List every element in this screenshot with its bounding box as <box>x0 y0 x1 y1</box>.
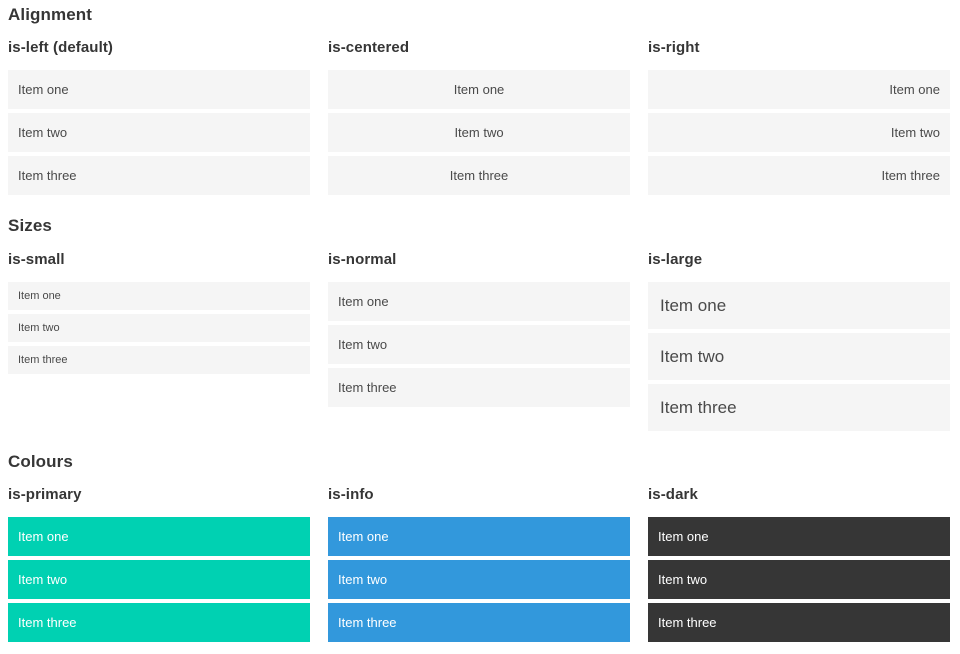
variant-title-is-large: is-large <box>648 250 703 268</box>
section-title-colours: Colours <box>8 451 73 471</box>
alignment-columns: is-left (default) Item one Item two Item… <box>8 39 950 196</box>
item-list-dark: Item one Item two Item three <box>648 517 950 643</box>
variant-is-large: is-large Item one Item two Item three <box>648 251 950 431</box>
list-item[interactable]: Item two <box>648 560 950 600</box>
item-list-right: Item one Item two Item three <box>648 70 950 196</box>
list-item[interactable]: Item two <box>328 113 630 153</box>
list-item[interactable]: Item two <box>8 560 310 600</box>
section-title-alignment: Alignment <box>8 5 93 24</box>
list-item[interactable]: Item one <box>648 517 950 557</box>
variant-is-normal: is-normal Item one Item two Item three <box>328 251 630 407</box>
list-item[interactable]: Item one <box>8 70 310 110</box>
list-item[interactable]: Item three <box>8 603 310 643</box>
list-item[interactable]: Item three <box>328 367 630 407</box>
variant-title-is-normal: is-normal <box>328 250 397 268</box>
list-item[interactable]: Item three <box>8 345 310 374</box>
variant-is-left: is-left (default) Item one Item two Item… <box>8 39 310 196</box>
variant-title-is-primary: is-primary <box>8 486 82 504</box>
list-item[interactable]: Item three <box>648 383 950 431</box>
variant-is-centered: is-centered Item one Item two Item three <box>328 39 630 196</box>
variant-is-info: is-info Item one Item two Item three <box>328 486 630 643</box>
list-item[interactable]: Item three <box>648 603 950 643</box>
variant-title-is-dark: is-dark <box>648 486 698 504</box>
variant-title-is-right: is-right <box>648 39 700 57</box>
list-item[interactable]: Item one <box>648 70 950 110</box>
variant-title-is-left: is-left (default) <box>8 39 114 57</box>
item-list-centered: Item one Item two Item three <box>328 70 630 196</box>
list-item[interactable]: Item one <box>648 281 950 329</box>
item-list-primary: Item one Item two Item three <box>8 517 310 643</box>
section-alignment: Alignment is-left (default) Item one Ite… <box>8 5 950 196</box>
list-item[interactable]: Item three <box>8 156 310 196</box>
list-item[interactable]: Item two <box>8 113 310 153</box>
sizes-columns: is-small Item one Item two Item three is… <box>8 251 950 431</box>
list-item[interactable]: Item one <box>328 517 630 557</box>
variant-is-right: is-right Item one Item two Item three <box>648 39 950 196</box>
variant-title-is-info: is-info <box>328 486 374 504</box>
variant-is-dark: is-dark Item one Item two Item three <box>648 486 950 643</box>
item-list-small: Item one Item two Item three <box>8 281 310 374</box>
item-list-left: Item one Item two Item three <box>8 70 310 196</box>
section-title-sizes: Sizes <box>8 216 52 236</box>
list-item[interactable]: Item three <box>648 156 950 196</box>
list-item[interactable]: Item two <box>648 113 950 153</box>
variant-is-primary: is-primary Item one Item two Item three <box>8 486 310 643</box>
list-item[interactable]: Item three <box>328 156 630 196</box>
variant-title-is-centered: is-centered <box>328 39 410 57</box>
item-list-large: Item one Item two Item three <box>648 281 950 431</box>
variant-title-is-small: is-small <box>8 250 65 268</box>
list-item[interactable]: Item two <box>328 324 630 364</box>
component-demo-page: Alignment is-left (default) Item one Ite… <box>8 5 950 643</box>
item-list-normal: Item one Item two Item three <box>328 281 630 407</box>
list-item[interactable]: Item two <box>648 332 950 380</box>
list-item[interactable]: Item one <box>8 517 310 557</box>
list-item[interactable]: Item two <box>8 313 310 342</box>
list-item[interactable]: Item one <box>328 281 630 321</box>
colours-columns: is-primary Item one Item two Item three … <box>8 486 950 643</box>
section-colours: Colours is-primary Item one Item two Ite… <box>8 451 950 643</box>
list-item[interactable]: Item two <box>328 560 630 600</box>
item-list-info: Item one Item two Item three <box>328 517 630 643</box>
variant-is-small: is-small Item one Item two Item three <box>8 251 310 374</box>
list-item[interactable]: Item three <box>328 603 630 643</box>
section-sizes: Sizes is-small Item one Item two Item th… <box>8 216 950 431</box>
list-item[interactable]: Item one <box>8 281 310 310</box>
list-item[interactable]: Item one <box>328 70 630 110</box>
